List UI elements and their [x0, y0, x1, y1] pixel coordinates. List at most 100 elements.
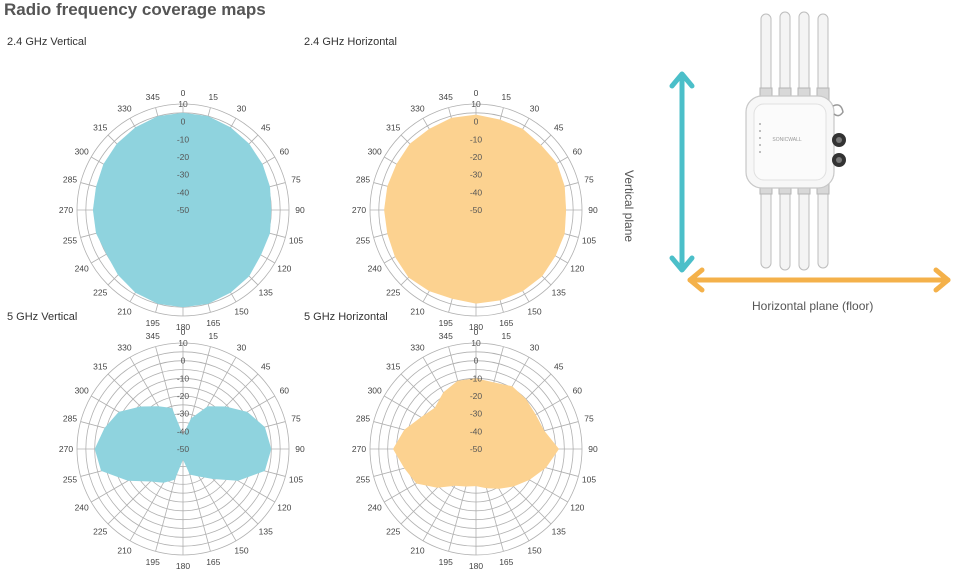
angle-tick-label: 135 — [552, 527, 566, 537]
angle-tick-label: 240 — [75, 503, 89, 513]
radial-tick-label: -10 — [177, 373, 190, 383]
angle-tick-label: 105 — [582, 235, 596, 245]
angle-tick-label: 105 — [289, 474, 303, 484]
radial-tick-label: 10 — [471, 338, 481, 348]
angle-tick-label: 60 — [573, 147, 583, 157]
angle-tick-label: 105 — [582, 474, 596, 484]
coverage-area — [393, 378, 559, 489]
angle-tick-label: 45 — [261, 122, 271, 132]
angle-tick-label: 225 — [93, 527, 107, 537]
horizontal-plane-label: Horizontal plane (floor) — [752, 299, 874, 313]
radial-tick-label: -40 — [177, 426, 190, 436]
angle-tick-label: 75 — [291, 414, 301, 424]
angle-tick-label: 315 — [93, 361, 107, 371]
angle-tick-label: 285 — [356, 175, 370, 185]
angle-tick-label: 45 — [554, 122, 564, 132]
radial-tick-label: -50 — [177, 205, 190, 215]
angle-tick-label: 180 — [176, 561, 190, 571]
angle-tick-label: 135 — [259, 527, 273, 537]
angle-tick-label: 270 — [352, 205, 366, 215]
radial-tick-label: -10 — [470, 373, 483, 383]
angle-tick-label: 345 — [439, 92, 453, 102]
brand-logo: SONICWALL — [772, 137, 801, 143]
angle-tick-label: 180 — [469, 561, 483, 571]
angle-tick-label: 195 — [439, 557, 453, 567]
device-svg: SONICWALL — [669, 11, 951, 293]
radial-tick-label: 10 — [471, 99, 481, 109]
angle-tick-label: 45 — [261, 361, 271, 371]
angle-tick-label: 240 — [75, 264, 89, 274]
radial-tick-label: 0 — [181, 117, 186, 127]
angle-tick-label: 90 — [588, 444, 598, 454]
angle-tick-label: 15 — [502, 331, 512, 341]
angle-tick-label: 90 — [295, 444, 305, 454]
angle-tick-label: 30 — [530, 343, 540, 353]
angle-tick-label: 30 — [530, 104, 540, 114]
angle-tick-label: 60 — [280, 147, 290, 157]
angle-tick-label: 0 — [474, 88, 479, 98]
angle-tick-label: 315 — [93, 122, 107, 132]
radial-tick-label: -10 — [177, 134, 190, 144]
angle-tick-label: 90 — [588, 205, 598, 215]
chart-panel-24-vertical: 2.4 GHz Vertical 10 0 -10 -20 -30 -40 -50 0 15 30… — [5, 36, 305, 332]
radial-tick-label: -30 — [177, 170, 190, 180]
radial-tick-label: 0 — [181, 356, 186, 366]
angle-tick-label: 120 — [570, 264, 584, 274]
angle-tick-label: 330 — [117, 104, 131, 114]
angle-tick-label: 240 — [368, 264, 382, 274]
angle-tick-label: 270 — [352, 444, 366, 454]
polar-chart: 100-10-20-30-40-500 153045607590105120135… — [352, 327, 598, 571]
angle-tick-label: 120 — [277, 503, 291, 513]
radial-tick-label: 10 — [178, 99, 188, 109]
angle-tick-label: 300 — [368, 386, 382, 396]
angle-tick-label: 285 — [63, 175, 77, 185]
angle-tick-label: 150 — [234, 306, 248, 316]
radial-tick-label: -20 — [177, 152, 190, 162]
angle-tick-label: 255 — [63, 474, 77, 484]
angle-tick-label: 285 — [63, 414, 77, 424]
radial-tick-label: -40 — [177, 187, 190, 197]
radial-tick-label: -30 — [470, 409, 483, 419]
angle-tick-label: 225 — [93, 288, 107, 298]
angle-tick-label: 300 — [75, 147, 89, 157]
angle-tick-label: 105 — [289, 235, 303, 245]
angle-tick-label: 120 — [570, 503, 584, 513]
vertical-plane-label: Vertical plane — [622, 170, 636, 243]
angle-tick-label: 165 — [499, 318, 513, 328]
angle-tick-label: 195 — [146, 318, 160, 328]
angle-tick-label: 180 — [469, 322, 483, 332]
angle-tick-label: 270 — [59, 444, 73, 454]
radial-tick-label: -20 — [470, 152, 483, 162]
angle-tick-label: 285 — [356, 414, 370, 424]
angle-tick-label: 45 — [554, 361, 564, 371]
polar-chart: 100-10-20-30-40-500 153045607590105120135… — [59, 327, 305, 571]
horizontal-plane-arrow — [687, 267, 951, 293]
angle-tick-label: 330 — [117, 343, 131, 353]
angle-tick-label: 165 — [206, 557, 220, 567]
chart-title: 5 GHz Vertical — [7, 311, 78, 323]
angle-tick-label: 135 — [552, 288, 566, 298]
angle-tick-label: 315 — [386, 122, 400, 132]
radial-tick-label: -10 — [470, 134, 483, 144]
coverage-area — [94, 406, 272, 483]
device-illustration: SONICWALL Vertical plane Horizontal plan — [622, 0, 958, 330]
polar-chart: 100-10-20-30-40-500 153045607590105120135… — [59, 88, 305, 332]
angle-tick-label: 225 — [386, 288, 400, 298]
radial-tick-label: 0 — [474, 356, 479, 366]
angle-tick-label: 60 — [280, 386, 290, 396]
coverage-area — [384, 114, 567, 304]
angle-tick-label: 150 — [234, 545, 248, 555]
chart-title: 2.4 GHz Horizontal — [304, 36, 397, 48]
angle-tick-label: 15 — [502, 92, 512, 102]
angle-tick-label: 75 — [584, 414, 594, 424]
polar-chart: 100-10-20-30-40-500 153045607590105120135… — [352, 88, 598, 332]
angle-tick-label: 270 — [59, 205, 73, 215]
angle-tick-label: 195 — [146, 557, 160, 567]
radial-tick-label: -40 — [470, 426, 483, 436]
angle-tick-label: 345 — [439, 331, 453, 341]
angle-tick-label: 135 — [259, 288, 273, 298]
chart-panel-5-horizontal: 5 GHz Horizontal 10 0 -10 -20 -30 -40 -50 0 15 30… — [302, 311, 598, 581]
radial-tick-label: -50 — [470, 205, 483, 215]
angle-tick-label: 60 — [573, 386, 583, 396]
angle-tick-label: 345 — [146, 92, 160, 102]
